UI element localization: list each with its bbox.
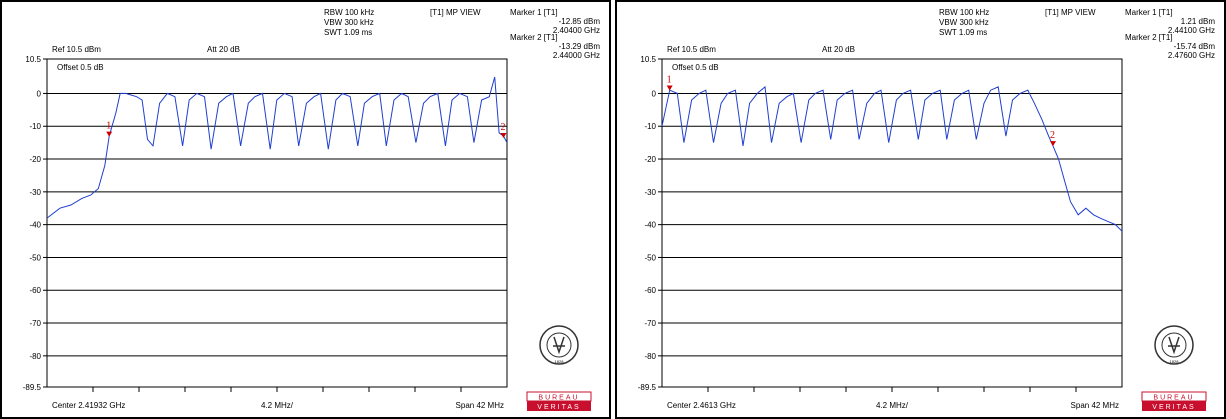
logo-emblem xyxy=(553,336,565,355)
y-tick-label: -10 xyxy=(29,122,41,131)
marker-2-number: 2 xyxy=(500,122,505,133)
marker-2-freq: 2.44000 GHz xyxy=(553,51,600,60)
marker-2-number: 2 xyxy=(1050,130,1055,141)
y-tick-label: -80 xyxy=(644,352,656,361)
bureau-veritas-logo: 1828 BUREAU VERITAS xyxy=(526,325,592,411)
logo-emblem xyxy=(1168,336,1180,355)
marker-2-level: -13.29 dBm xyxy=(559,42,601,51)
logo-text-bottom: VERITAS xyxy=(1152,404,1195,411)
y-tick-label: -30 xyxy=(29,188,41,197)
y-tick-label: -80 xyxy=(29,352,41,361)
marker-2-title: Marker 2 [T1] xyxy=(510,33,558,42)
y-tick-label: -70 xyxy=(29,319,41,328)
trace-view-label: [T1] MP VIEW xyxy=(1045,8,1096,17)
spectrum-trace xyxy=(46,76,508,219)
plot-frame xyxy=(46,58,508,388)
marker-2-level: -15.74 dBm xyxy=(1174,42,1216,51)
span-label: Span 42 MHz xyxy=(1071,401,1119,410)
y-tick-label: -89.5 xyxy=(638,383,657,392)
marker-1-title: Marker 1 [T1] xyxy=(1125,8,1173,17)
center-freq-label: Center 2.41932 GHz xyxy=(52,401,125,410)
y-tick-label: 0 xyxy=(652,89,657,98)
logo-band-bottom xyxy=(527,401,591,411)
attenuation-label: Att 20 dB xyxy=(207,45,240,54)
y-tick-label: -40 xyxy=(644,221,656,230)
logo-text-bottom: VERITAS xyxy=(537,404,580,411)
y-tick-label: 0 xyxy=(37,89,42,98)
rbw-label: RBW 100 kHz xyxy=(939,8,989,17)
marker-1-number: 1 xyxy=(106,121,111,132)
ref-level-label: Ref 10.5 dBm xyxy=(667,45,716,54)
marker-1-title: Marker 1 [T1] xyxy=(510,8,558,17)
logo-year: 1828 xyxy=(555,359,565,364)
y-tick-label: -60 xyxy=(29,286,41,295)
y-tick-label: -60 xyxy=(644,286,656,295)
y-tick-label: -70 xyxy=(644,319,656,328)
logo-text-top: BUREAU xyxy=(1153,395,1194,402)
spectrum-trace xyxy=(661,85,1123,232)
div-label: 4.2 MHz/ xyxy=(876,401,909,410)
logo-inner-ring xyxy=(1161,332,1187,358)
logo-text-top: BUREAU xyxy=(538,395,579,402)
vbw-label: VBW 300 kHz xyxy=(939,18,989,27)
y-tick-label: -50 xyxy=(644,253,656,262)
y-tick-label: -89.5 xyxy=(23,383,42,392)
vbw-label: VBW 300 kHz xyxy=(324,18,374,27)
marker-1-level: 1.21 dBm xyxy=(1181,17,1216,26)
y-tick-label: 10.5 xyxy=(25,55,41,64)
logo-inner-ring xyxy=(546,332,572,358)
marker-2-freq: 2.47600 GHz xyxy=(1168,51,1215,60)
right-analyzer-panel: RBW 100 kHz VBW 300 kHz SWT 1.09 ms [T1] MP… xyxy=(615,0,1226,419)
ref-level-label: Ref 10.5 dBm xyxy=(52,45,101,54)
logo-year: 1828 xyxy=(1170,359,1180,364)
plot-frame xyxy=(661,58,1123,388)
marker-2-symbol xyxy=(500,133,507,139)
marker-1-level: -12.85 dBm xyxy=(559,17,601,26)
logo-outer-ring xyxy=(1154,325,1194,365)
y-tick-label: -20 xyxy=(644,155,656,164)
logo-band-bottom xyxy=(1142,401,1206,411)
marker-1-freq: 2.40400 GHz xyxy=(553,26,600,35)
span-label: Span 42 MHz xyxy=(456,401,504,410)
marker-1-symbol xyxy=(106,131,113,137)
trace-view-label: [T1] MP VIEW xyxy=(430,8,481,17)
left-analyzer-panel: RBW 100 kHz VBW 300 kHz SWT 1.09 ms [T1] MP… xyxy=(0,0,611,419)
bureau-veritas-logo: 1828 BUREAU VERITAS xyxy=(1141,325,1207,411)
swt-label: SWT 1.09 ms xyxy=(939,28,987,37)
marker-1-number: 1 xyxy=(667,74,672,85)
attenuation-label: Att 20 dB xyxy=(822,45,855,54)
y-tick-label: -30 xyxy=(644,188,656,197)
y-tick-label: 10.5 xyxy=(640,55,656,64)
y-tick-label: -10 xyxy=(644,122,656,131)
marker-2-title: Marker 2 [T1] xyxy=(1125,33,1173,42)
y-tick-label: -20 xyxy=(29,155,41,164)
offset-label: Offset 0.5 dB xyxy=(672,63,719,72)
marker-1-symbol xyxy=(666,85,673,91)
center-freq-label: Center 2.4613 GHz xyxy=(667,401,736,410)
marker-1-freq: 2.44100 GHz xyxy=(1168,26,1215,35)
rbw-label: RBW 100 kHz xyxy=(324,8,374,17)
y-tick-label: -40 xyxy=(29,221,41,230)
marker-2-symbol xyxy=(1050,141,1056,147)
logo-outer-ring xyxy=(539,325,579,365)
swt-label: SWT 1.09 ms xyxy=(324,28,372,37)
y-tick-label: -50 xyxy=(29,253,41,262)
div-label: 4.2 MHz/ xyxy=(261,401,294,410)
offset-label: Offset 0.5 dB xyxy=(57,63,104,72)
